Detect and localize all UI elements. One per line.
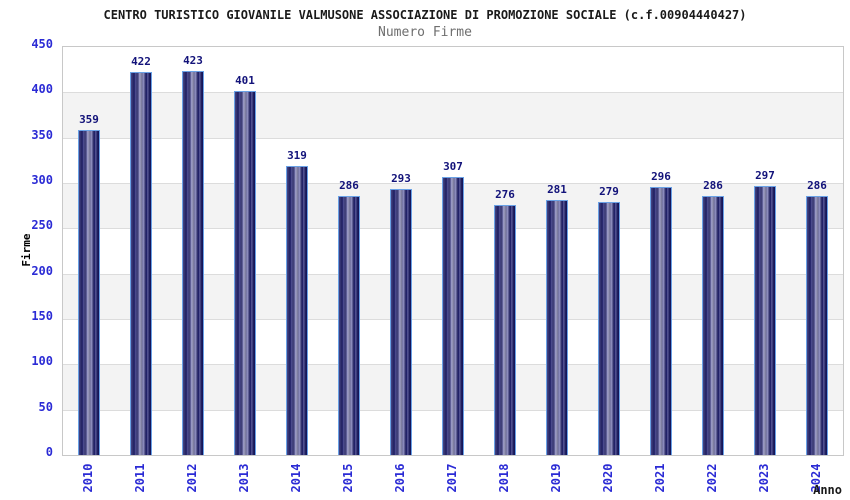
bar-2019 — [546, 200, 568, 455]
y-tick-label: 50 — [38, 399, 53, 414]
value-label: 359 — [79, 112, 99, 126]
bar-2021 — [650, 186, 672, 455]
x-tick-label: 2020 — [601, 463, 615, 493]
value-label: 307 — [443, 159, 463, 173]
bar-2023 — [754, 185, 776, 455]
y-tick-label: 450 — [31, 37, 53, 51]
value-label: 293 — [391, 172, 411, 186]
value-label: 297 — [755, 168, 775, 182]
bar-2017 — [442, 176, 464, 455]
bar-2020 — [598, 202, 620, 455]
value-label: 281 — [547, 183, 567, 197]
gridline — [63, 92, 843, 94]
x-tick-label: 2022 — [705, 463, 719, 493]
grid-band — [63, 92, 843, 138]
value-label: 286 — [703, 178, 723, 192]
value-label: 296 — [651, 169, 671, 183]
x-tick-label: 2016 — [393, 463, 407, 493]
y-tick-label: 200 — [31, 263, 53, 278]
plot-area: 359 422 423 401 319 286 293 307 276 281 279 296 286 2… — [62, 46, 844, 456]
chart-subtitle: Numero Firme — [378, 25, 472, 40]
gridline — [63, 137, 843, 139]
bar-2011 — [130, 72, 152, 455]
bar-2015 — [338, 195, 360, 455]
x-tick-label: 2010 — [81, 463, 95, 493]
bar-2018 — [494, 204, 516, 455]
chart-title: CENTRO TURISTICO GIOVANILE VALMUSONE ASS… — [103, 8, 747, 22]
x-tick-label: 2015 — [341, 463, 355, 493]
bar-2010 — [78, 129, 100, 455]
value-label: 276 — [495, 187, 515, 201]
y-tick-label: 350 — [31, 127, 53, 142]
bar-2013 — [234, 91, 256, 455]
y-tick-label: 0 — [45, 445, 53, 459]
bar-2024 — [806, 195, 828, 455]
x-tick-label: 2011 — [133, 463, 147, 493]
y-tick-label: 250 — [31, 218, 53, 233]
y-tick-label: 100 — [31, 354, 53, 369]
y-tick-label: 400 — [31, 82, 53, 97]
value-label: 279 — [599, 185, 619, 199]
x-tick-label: 2018 — [497, 463, 511, 493]
value-label: 401 — [235, 74, 255, 88]
x-tick-label: 2014 — [289, 463, 303, 493]
value-label: 423 — [183, 54, 203, 68]
value-label: 319 — [287, 148, 307, 162]
y-tick-label: 300 — [31, 173, 53, 187]
bar-2016 — [390, 189, 412, 455]
x-tick-label: 2012 — [185, 463, 199, 493]
bar-2014 — [286, 165, 308, 455]
x-tick-label: 2023 — [757, 463, 771, 493]
x-tick-label: 2013 — [237, 463, 251, 493]
value-label: 286 — [339, 178, 359, 192]
x-tick-label: 2021 — [653, 463, 667, 493]
value-label: 286 — [807, 178, 827, 192]
bar-2012 — [182, 71, 204, 455]
x-tick-label: 2019 — [549, 463, 563, 493]
y-tick-label: 150 — [31, 309, 53, 323]
value-label: 422 — [131, 55, 151, 69]
x-tick-label: 2017 — [445, 463, 459, 493]
x-axis-title: Anno — [813, 483, 842, 497]
bar-2022 — [702, 195, 724, 455]
